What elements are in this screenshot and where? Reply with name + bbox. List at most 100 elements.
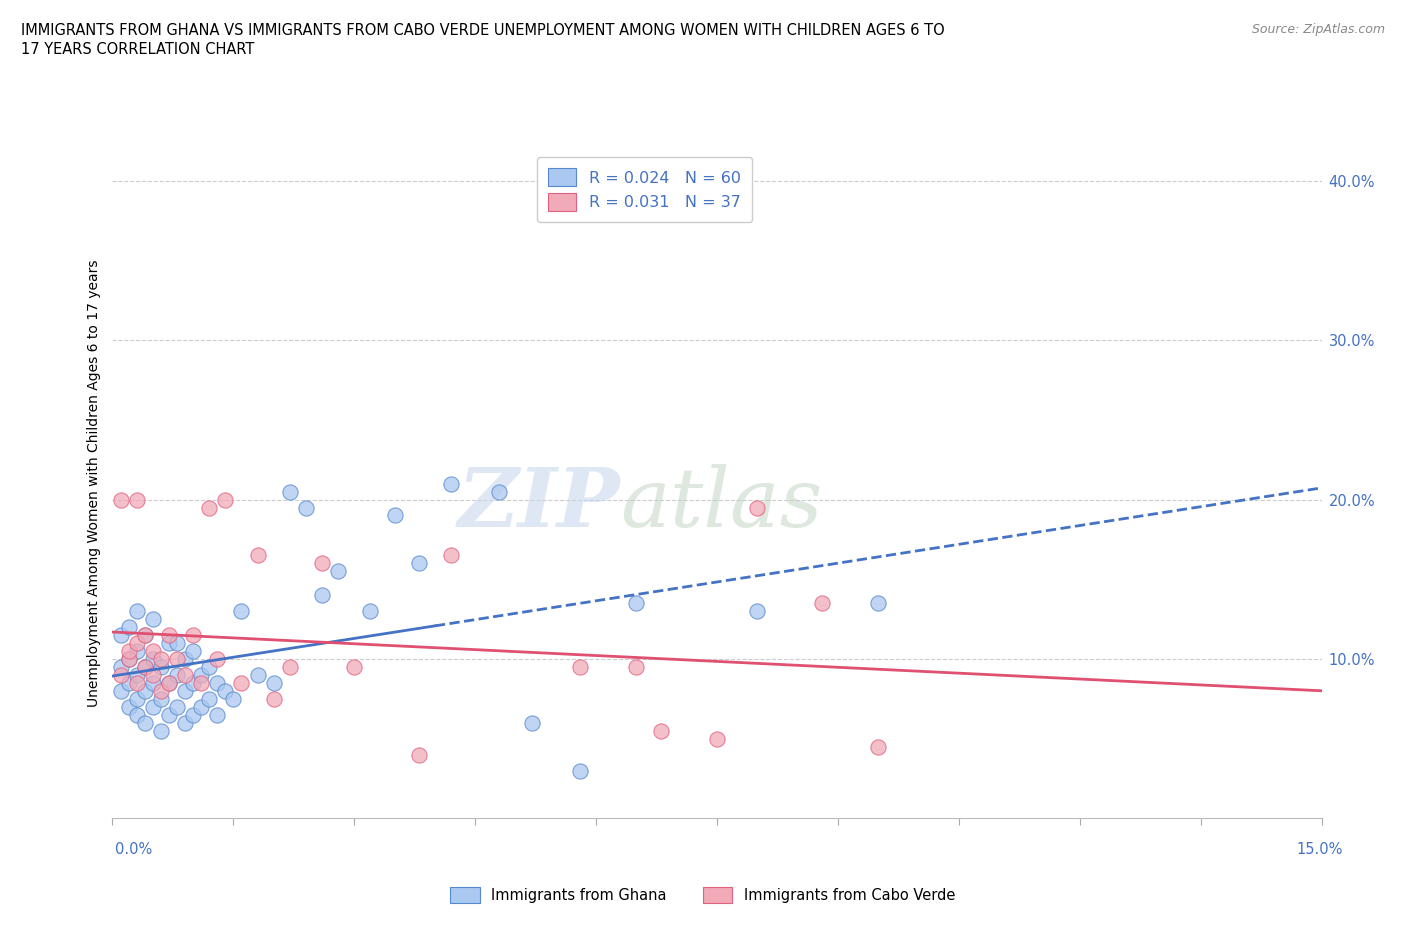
Point: [142, 652, 165, 667]
Point: [125, 492, 148, 507]
Point: [207, 675, 229, 690]
Point: [198, 691, 221, 706]
Point: [125, 691, 148, 706]
Point: [110, 628, 132, 643]
Point: [520, 715, 543, 730]
Point: [198, 659, 221, 674]
Point: [868, 739, 890, 754]
Point: [117, 644, 139, 658]
Point: [174, 684, 197, 698]
Point: [117, 675, 139, 690]
Point: [142, 644, 165, 658]
Point: [142, 675, 165, 690]
Point: [117, 652, 139, 667]
Point: [384, 508, 406, 523]
Point: [134, 715, 156, 730]
Point: [110, 659, 132, 674]
Point: [181, 675, 204, 690]
Point: [125, 635, 148, 650]
Point: [408, 556, 430, 571]
Point: [181, 644, 204, 658]
Text: Source: ZipAtlas.com: Source: ZipAtlas.com: [1251, 23, 1385, 36]
Point: [650, 724, 672, 738]
Point: [125, 675, 148, 690]
Point: [125, 604, 148, 618]
Point: [706, 731, 728, 746]
Point: [149, 724, 172, 738]
Y-axis label: Unemployment Among Women with Children Ages 6 to 17 years: Unemployment Among Women with Children A…: [87, 259, 101, 708]
Point: [488, 485, 510, 499]
Point: [157, 628, 180, 643]
Point: [157, 635, 180, 650]
Point: [868, 596, 890, 611]
Point: [125, 708, 148, 723]
Point: [222, 691, 245, 706]
Text: 15.0%: 15.0%: [1296, 842, 1343, 857]
Point: [626, 659, 648, 674]
Point: [231, 675, 253, 690]
Point: [157, 708, 180, 723]
Point: [142, 699, 165, 714]
Point: [110, 668, 132, 683]
Point: [569, 659, 592, 674]
Point: [166, 668, 188, 683]
Text: atlas: atlas: [620, 464, 823, 544]
Point: [278, 659, 301, 674]
Point: [166, 699, 188, 714]
Point: [117, 699, 139, 714]
Point: [311, 556, 333, 571]
Point: [811, 596, 834, 611]
Point: [440, 476, 463, 491]
Point: [440, 548, 463, 563]
Point: [149, 652, 172, 667]
Point: [174, 668, 197, 683]
Legend: R = 0.024   N = 60, R = 0.031   N = 37: R = 0.024 N = 60, R = 0.031 N = 37: [537, 157, 752, 222]
Point: [295, 500, 318, 515]
Point: [110, 684, 132, 698]
Point: [569, 764, 592, 778]
Point: [311, 588, 333, 603]
Point: [125, 644, 148, 658]
Legend: Immigrants from Ghana, Immigrants from Cabo Verde: Immigrants from Ghana, Immigrants from C…: [444, 882, 962, 909]
Point: [142, 612, 165, 627]
Point: [207, 652, 229, 667]
Point: [359, 604, 381, 618]
Point: [207, 708, 229, 723]
Text: 0.0%: 0.0%: [115, 842, 152, 857]
Point: [190, 675, 212, 690]
Point: [157, 675, 180, 690]
Point: [263, 691, 285, 706]
Point: [149, 684, 172, 698]
Point: [134, 659, 156, 674]
Point: [117, 652, 139, 667]
Point: [747, 500, 769, 515]
Point: [231, 604, 253, 618]
Point: [747, 604, 769, 618]
Point: [166, 652, 188, 667]
Point: [166, 635, 188, 650]
Point: [181, 708, 204, 723]
Point: [190, 668, 212, 683]
Point: [134, 659, 156, 674]
Point: [110, 492, 132, 507]
Point: [198, 500, 221, 515]
Point: [134, 628, 156, 643]
Point: [214, 684, 236, 698]
Point: [626, 596, 648, 611]
Text: IMMIGRANTS FROM GHANA VS IMMIGRANTS FROM CABO VERDE UNEMPLOYMENT AMONG WOMEN WIT: IMMIGRANTS FROM GHANA VS IMMIGRANTS FROM…: [21, 23, 945, 38]
Point: [408, 747, 430, 762]
Point: [125, 668, 148, 683]
Point: [142, 668, 165, 683]
Point: [246, 668, 269, 683]
Point: [263, 675, 285, 690]
Point: [278, 485, 301, 499]
Point: [149, 659, 172, 674]
Point: [174, 715, 197, 730]
Text: ZIP: ZIP: [458, 464, 620, 544]
Point: [134, 684, 156, 698]
Text: 17 YEARS CORRELATION CHART: 17 YEARS CORRELATION CHART: [21, 42, 254, 57]
Point: [328, 564, 350, 578]
Point: [343, 659, 366, 674]
Point: [157, 675, 180, 690]
Point: [181, 628, 204, 643]
